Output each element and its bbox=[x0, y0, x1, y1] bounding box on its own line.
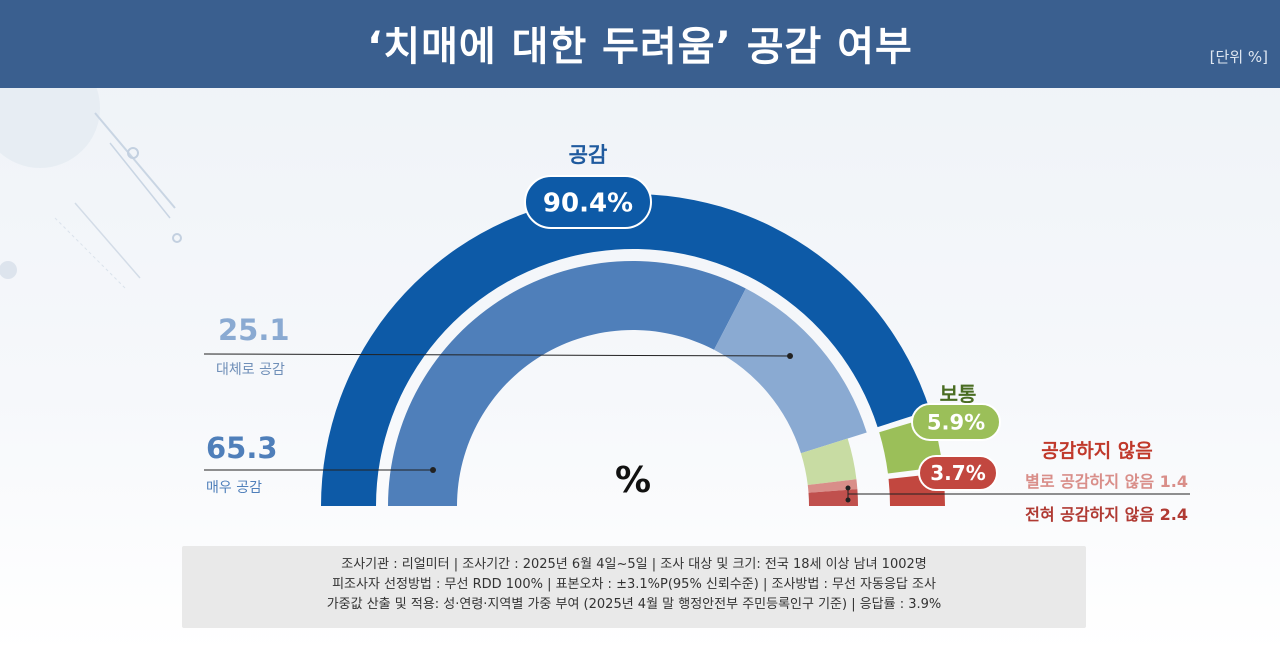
inner-segment-2 bbox=[714, 288, 867, 454]
inner-segment-1 bbox=[388, 260, 746, 506]
center-percent-label: % bbox=[615, 460, 651, 501]
background-decoration bbox=[0, 88, 182, 289]
group-neutral-pill bbox=[911, 403, 1001, 441]
footnote-line-1: 조사기관 : 리얼미터 | 조사기간 : 2025년 6월 4일~5일 | 조사… bbox=[341, 557, 927, 572]
page-title: ‘치매에 대한 두려움’ 공감 여부 bbox=[367, 24, 913, 70]
group-disagree-pill bbox=[918, 455, 998, 491]
inner-segment-4 bbox=[807, 479, 858, 493]
segment-value-somewhat-agree: 25.1 bbox=[218, 313, 290, 347]
callout-dot-somewhat-disagree bbox=[845, 485, 851, 491]
group-neutral-value: 5.9% bbox=[927, 411, 985, 435]
segment-label-somewhat-agree: 대체로 공감 bbox=[216, 362, 285, 378]
segment-label-strongly-agree: 매우 공감 bbox=[206, 480, 262, 496]
header-bar: ‘치매에 대한 두려움’ 공감 여부 [단위 %] bbox=[0, 0, 1280, 88]
group-disagree-value: 3.7% bbox=[930, 461, 985, 485]
outer-segment-1 bbox=[321, 193, 930, 506]
inner-segment-3 bbox=[800, 438, 857, 486]
callout-dot-strongly-agree bbox=[430, 467, 436, 473]
group-label-neutral: 보통 bbox=[940, 382, 977, 406]
group-agree-value: 90.4% bbox=[543, 188, 633, 218]
segment-value-strongly-agree: 65.3 bbox=[206, 431, 278, 465]
group-agree-pill bbox=[524, 175, 652, 229]
group-label-agree: 공감 bbox=[569, 143, 608, 167]
segment-label-strongly-disagree: 전혀 공감하지 않음 2.4 bbox=[1025, 505, 1188, 524]
inner-segment-5 bbox=[808, 489, 858, 506]
segment-label-somewhat-disagree: 별로 공감하지 않음 1.4 bbox=[1025, 472, 1188, 491]
callout-line-somewhat-agree bbox=[203, 353, 791, 357]
survey-footnote: 조사기관 : 리얼미터 | 조사기간 : 2025년 6월 4일~5일 | 조사… bbox=[182, 546, 1086, 628]
callout-dot-strongly-disagree bbox=[845, 497, 851, 503]
unit-label: [단위 %] bbox=[1209, 48, 1268, 66]
callout-dot-somewhat-agree bbox=[787, 353, 794, 359]
footnote-line-3: 가중값 산출 및 적용: 성·연령·지역별 가중 부여 (2025년 4월 말 … bbox=[326, 597, 942, 612]
footnote-line-2: 피조사자 선정방법 : 무선 RDD 100% | 표본오차 : ±3.1%P(… bbox=[332, 577, 936, 592]
group-label-disagree: 공감하지 않음 bbox=[1041, 440, 1153, 462]
